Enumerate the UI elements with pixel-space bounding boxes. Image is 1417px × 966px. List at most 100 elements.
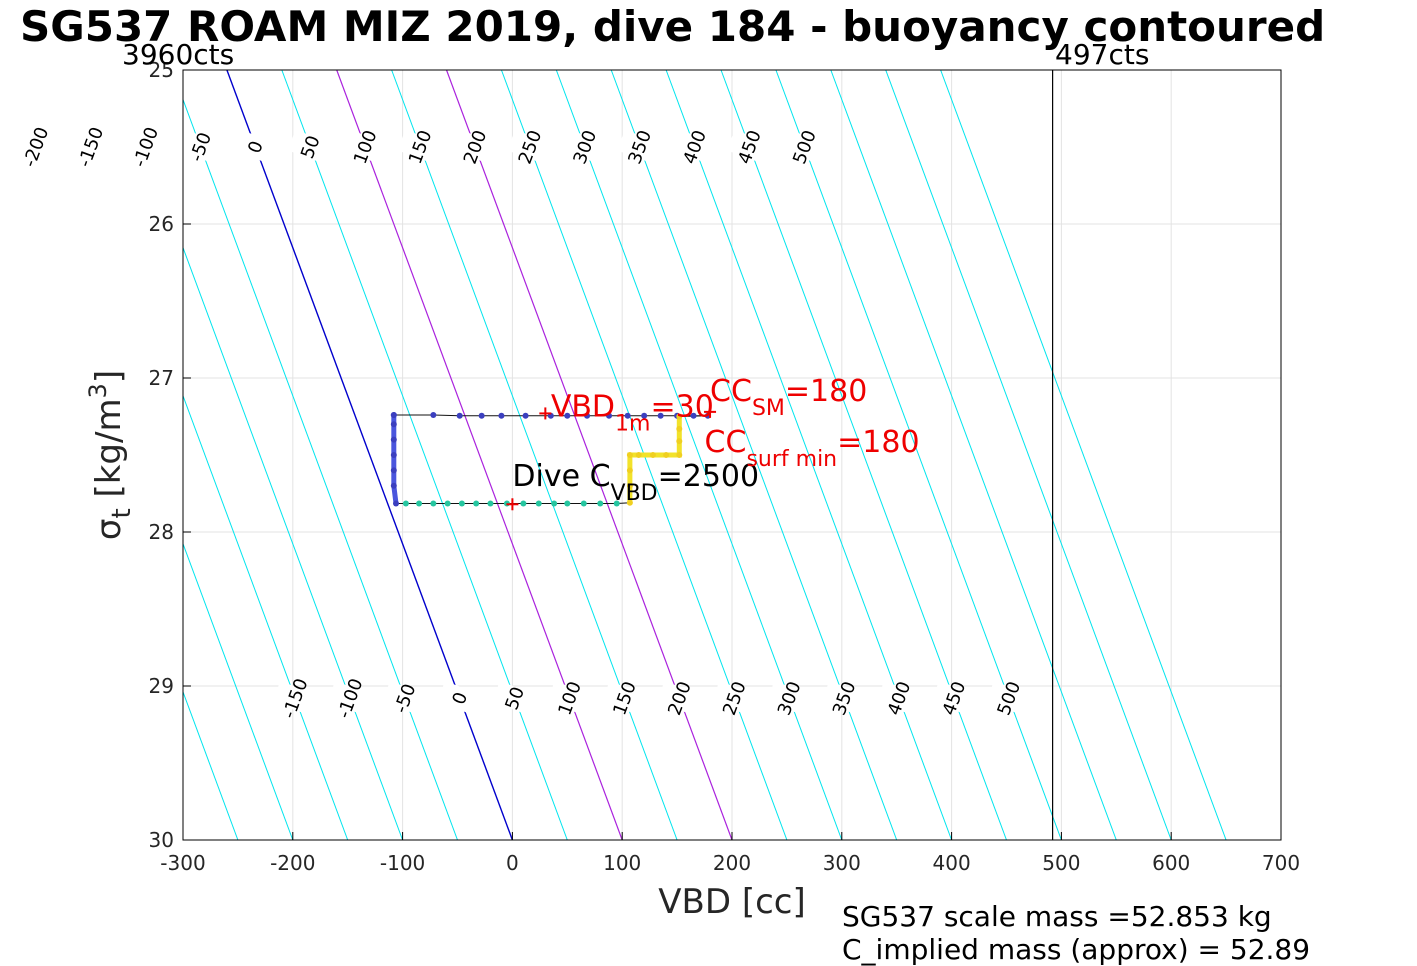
contour-label-bg xyxy=(68,129,114,165)
contour-label-bg xyxy=(327,681,373,716)
contour-label-bg xyxy=(672,129,718,165)
contour-line xyxy=(830,70,1117,840)
contour-labels: -350-300-250-200-150-100-500501001502002… xyxy=(0,124,1032,721)
contour-label-bg xyxy=(656,681,703,716)
trace-point xyxy=(626,482,633,489)
contour-label-bg xyxy=(382,681,428,716)
trace-point xyxy=(487,500,494,507)
contour-label-bg xyxy=(397,129,443,165)
annotation: Dive CVBD=2500 xyxy=(512,459,759,506)
trace-point xyxy=(663,452,670,458)
trace-point xyxy=(649,452,656,458)
trace-point xyxy=(390,411,397,418)
implied-mass-text: C_implied mass (approx) = 52.89 xyxy=(842,933,1311,966)
trace-point xyxy=(626,499,633,506)
trace-point xyxy=(390,452,397,458)
trace-point xyxy=(430,500,437,507)
contour-label-bg xyxy=(0,129,4,165)
contour-label-bg xyxy=(123,129,169,165)
x-tick-label: 300 xyxy=(823,851,861,875)
trace-point xyxy=(498,412,505,419)
x-tick-label: -100 xyxy=(380,851,425,875)
trace-side-segment xyxy=(391,414,399,504)
contour-label-bg xyxy=(437,681,483,716)
trace-point xyxy=(676,413,683,420)
trace-point xyxy=(473,500,480,507)
contour-label-bg xyxy=(986,681,1032,716)
contour-label-bg xyxy=(726,129,773,165)
trace-point xyxy=(676,425,683,432)
y-axis-label: σt [kg/m3] xyxy=(84,370,137,540)
contour-label-bg xyxy=(452,129,498,165)
y-tick-label: 28 xyxy=(149,520,174,544)
buoyancy-chart: -350-300-250-200-150-100-500501001502002… xyxy=(0,38,1301,922)
trace-point xyxy=(522,412,529,419)
trace-point xyxy=(430,411,437,418)
contour-label-bg xyxy=(711,681,757,716)
trace-point xyxy=(635,452,642,458)
x-tick-label: 600 xyxy=(1152,851,1190,875)
contour-label-bg xyxy=(562,129,608,165)
top-right-counts-label: 497cts xyxy=(1055,38,1149,71)
contour-line xyxy=(885,70,1172,840)
x-tick-label: 200 xyxy=(713,851,751,875)
y-tick-label: 30 xyxy=(149,828,174,852)
contour-label-bg xyxy=(617,129,663,165)
y-tick-label: 26 xyxy=(149,212,174,236)
trace-point xyxy=(613,500,620,507)
contour-line xyxy=(0,70,18,840)
annotation: VBD1m=30 xyxy=(551,390,714,437)
trace-point xyxy=(690,412,697,419)
y-tick-label: 29 xyxy=(149,674,174,698)
trace-point xyxy=(564,500,571,507)
trace-point xyxy=(390,482,397,489)
contour-line xyxy=(0,70,73,840)
contour-label-bg xyxy=(766,681,812,716)
x-axis-label: VBD [cc] xyxy=(658,882,806,922)
trace-point xyxy=(624,412,631,419)
dive-trace xyxy=(390,411,711,507)
contour-line xyxy=(940,70,1227,840)
x-tick-label: 100 xyxy=(603,851,641,875)
trace-point xyxy=(535,500,542,507)
trace-point xyxy=(551,500,558,507)
trace-point xyxy=(584,412,591,419)
contour-label-bg xyxy=(781,129,828,165)
trace-point xyxy=(676,438,683,445)
annotation: CCSM=180 xyxy=(710,374,867,421)
contour-label-bg xyxy=(287,129,333,165)
trace-point xyxy=(597,500,604,507)
trace-point xyxy=(520,500,527,507)
trace-point xyxy=(456,412,463,419)
contour-label-bg xyxy=(507,129,553,165)
x-tick-label: 700 xyxy=(1262,851,1300,875)
contour-label-bg xyxy=(547,681,593,716)
contour-label-bg xyxy=(492,681,538,716)
trace-point xyxy=(641,412,648,419)
trace-point xyxy=(444,500,451,507)
red-markers xyxy=(506,405,717,511)
contour-line xyxy=(183,690,239,840)
trace-point xyxy=(606,412,613,419)
trace-point xyxy=(657,412,664,419)
trace-point xyxy=(564,412,571,419)
contour-label-bg xyxy=(876,681,922,716)
x-tick-label: 400 xyxy=(933,851,971,875)
trace-point xyxy=(676,452,683,458)
x-axis-ticks: -300 -200 -100 0 100 200 300 400 500 600 700 xyxy=(160,832,1300,875)
trace-point xyxy=(390,467,397,474)
grid-lines xyxy=(183,70,1281,840)
contour-label-bg xyxy=(13,129,59,165)
contour-label-bg xyxy=(821,681,867,716)
y-axis-ticks: 25 26 27 28 29 30 xyxy=(149,58,191,852)
trace-point xyxy=(478,412,485,419)
scale-mass-text: SG537 scale mass =52.853 kg xyxy=(842,900,1272,933)
x-tick-label: 0 xyxy=(506,851,519,875)
annotation: CCsurf min=180 xyxy=(705,425,920,472)
chart-title: SG537 ROAM MIZ 2019, dive 184 - buoyancy… xyxy=(20,2,1326,51)
x-tick-label: 500 xyxy=(1042,851,1080,875)
top-left-counts-label: 3960cts xyxy=(122,38,234,71)
trace-point xyxy=(393,500,400,507)
trace-point xyxy=(580,500,587,507)
